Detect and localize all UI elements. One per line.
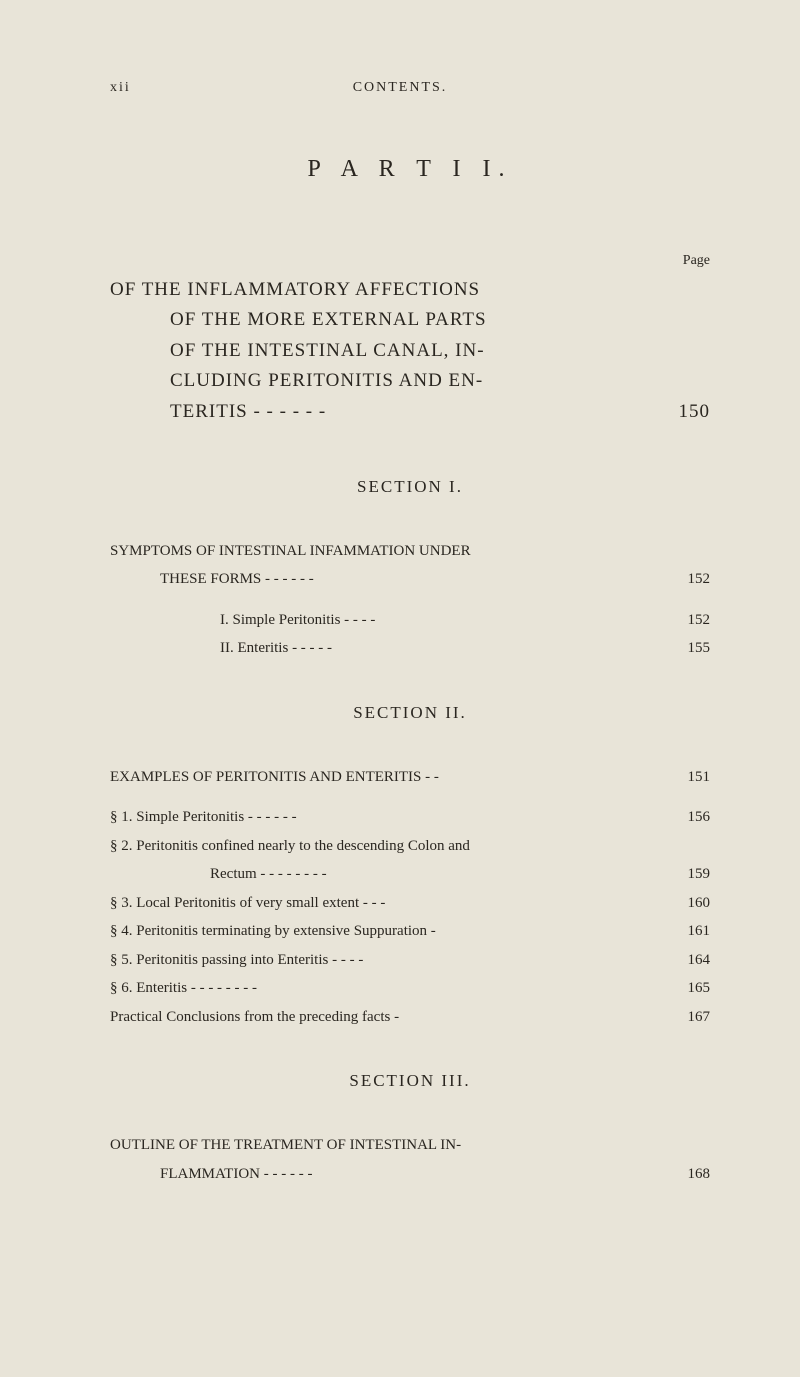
these-forms-entry: THESE FORMS - - - - - - 152 xyxy=(110,565,710,594)
toc-item-6-label: § 5. Peritonitis passing into Enteritis … xyxy=(110,946,670,975)
toc-item-1-label: § 1. Simple Peritonitis - - - - - - xyxy=(110,803,670,832)
page-header: xii CONTENTS. xyxy=(110,80,710,96)
toc-item-6-page: 164 xyxy=(670,946,710,975)
chapter-line-5: TERITIS - - - - - - 150 xyxy=(110,397,710,427)
sub-item-2-label: II. Enteritis - - - - - xyxy=(220,634,670,663)
chapter-line-1: OF THE INFLAMMATORY AFFECTIONS xyxy=(110,275,710,305)
page-column-label: Page xyxy=(110,253,710,269)
toc-item-1-page: 156 xyxy=(670,803,710,832)
sub-item-1-page: 152 xyxy=(670,606,710,635)
chapter-line-5-page: 150 xyxy=(679,397,711,427)
contents-label: CONTENTS. xyxy=(353,80,448,96)
toc-item-2: § 2. Peritonitis confined nearly to the … xyxy=(110,832,710,861)
toc-item-2-label: § 2. Peritonitis confined nearly to the … xyxy=(110,832,670,861)
outline-label-1: OUTLINE OF THE TREATMENT OF INTESTINAL I… xyxy=(110,1131,710,1160)
toc-item-4: § 3. Local Peritonitis of very small ext… xyxy=(110,889,710,918)
outline-label-2: FLAMMATION - - - - - - xyxy=(160,1160,670,1189)
page-number-roman: xii xyxy=(110,80,131,96)
toc-item-7: § 6. Enteritis - - - - - - - - 165 xyxy=(110,974,710,1003)
section-1-subitems: I. Simple Peritonitis - - - - 152 II. En… xyxy=(110,606,710,663)
toc-item-8-page: 167 xyxy=(670,1003,710,1032)
toc-item-4-page: 160 xyxy=(670,889,710,918)
sub-item-1-label: I. Simple Peritonitis - - - - xyxy=(220,606,670,635)
toc-item-5-page: 161 xyxy=(670,917,710,946)
these-forms-page: 152 xyxy=(670,565,710,594)
outline-line-1: OUTLINE OF THE TREATMENT OF INTESTINAL I… xyxy=(110,1131,710,1160)
chapter-line-3: OF THE INTESTINAL CANAL, IN- xyxy=(110,336,710,366)
chapter-line-4: CLUDING PERITONITIS AND EN- xyxy=(110,366,710,396)
toc-item-2-page xyxy=(670,832,710,861)
section-2-title: SECTION II. xyxy=(110,703,710,723)
toc-item-4-label: § 3. Local Peritonitis of very small ext… xyxy=(110,889,670,918)
sub-item-1: I. Simple Peritonitis - - - - 152 xyxy=(110,606,710,635)
section-2-items: § 1. Simple Peritonitis - - - - - - 156 … xyxy=(110,803,710,1031)
sub-item-2: II. Enteritis - - - - - 155 xyxy=(110,634,710,663)
these-forms-label: THESE FORMS - - - - - - xyxy=(160,565,670,594)
part-title: P A R T I I. xyxy=(110,156,710,183)
toc-item-3-page: 159 xyxy=(670,860,710,889)
toc-item-6: § 5. Peritonitis passing into Enteritis … xyxy=(110,946,710,975)
symptoms-line-1: SYMPTOMS OF INTESTINAL INFAMMATION UNDER xyxy=(110,537,710,566)
section-1-title: SECTION I. xyxy=(110,477,710,497)
outline-line-2: FLAMMATION - - - - - - 168 xyxy=(110,1160,710,1189)
examples-label: EXAMPLES OF PERITONITIS AND ENTERITIS - … xyxy=(110,763,670,792)
chapter-heading-block: OF THE INFLAMMATORY AFFECTIONS OF THE MO… xyxy=(110,275,710,427)
toc-item-7-page: 165 xyxy=(670,974,710,1003)
symptoms-block: SYMPTOMS OF INTESTINAL INFAMMATION UNDER… xyxy=(110,537,710,594)
section-3-title: SECTION III. xyxy=(110,1071,710,1091)
sub-item-2-page: 155 xyxy=(670,634,710,663)
outline-page: 168 xyxy=(670,1160,710,1189)
toc-item-5: § 4. Peritonitis terminating by extensiv… xyxy=(110,917,710,946)
toc-item-8: Practical Conclusions from the preceding… xyxy=(110,1003,710,1032)
examples-page: 151 xyxy=(670,763,710,792)
toc-item-3-label: Rectum - - - - - - - - xyxy=(210,860,670,889)
toc-item-8-label: Practical Conclusions from the preceding… xyxy=(110,1003,670,1032)
toc-item-3: Rectum - - - - - - - - 159 xyxy=(110,860,710,889)
examples-entry: EXAMPLES OF PERITONITIS AND ENTERITIS - … xyxy=(110,763,710,792)
toc-item-1: § 1. Simple Peritonitis - - - - - - 156 xyxy=(110,803,710,832)
toc-item-7-label: § 6. Enteritis - - - - - - - - xyxy=(110,974,670,1003)
symptoms-label: SYMPTOMS OF INTESTINAL INFAMMATION UNDER xyxy=(110,537,710,566)
chapter-line-2: OF THE MORE EXTERNAL PARTS xyxy=(110,305,710,335)
outline-block: OUTLINE OF THE TREATMENT OF INTESTINAL I… xyxy=(110,1131,710,1188)
toc-item-5-label: § 4. Peritonitis terminating by extensiv… xyxy=(110,917,670,946)
chapter-line-5-label: TERITIS - - - - - - xyxy=(170,397,326,427)
